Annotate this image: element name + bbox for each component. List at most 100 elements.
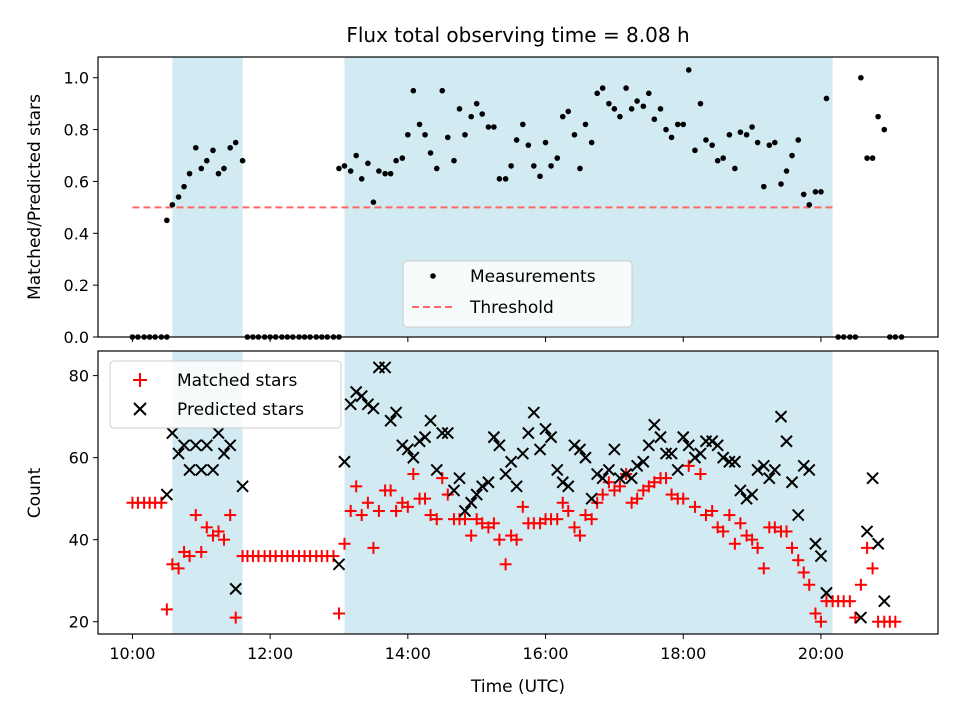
matched-stars-point bbox=[172, 562, 185, 575]
measurement-point bbox=[737, 129, 744, 135]
legend-label-matched: Matched stars bbox=[177, 371, 297, 391]
predicted-stars-point bbox=[573, 443, 587, 456]
y-tick-label: 40 bbox=[69, 531, 89, 550]
predicted-stars-point bbox=[430, 463, 443, 477]
predicted-stars-point bbox=[734, 484, 747, 497]
matched-stars-point bbox=[487, 517, 500, 530]
measurement-point bbox=[427, 150, 434, 156]
predicted-stars-point bbox=[166, 426, 179, 440]
measurement-point bbox=[685, 67, 692, 73]
measurement-point bbox=[203, 157, 210, 164]
measurement-point bbox=[720, 155, 726, 161]
measurement-point bbox=[405, 131, 411, 138]
measurement-point bbox=[628, 106, 635, 112]
top-panel: 0.0 0.2 0.4 0.6 0.8 1.0 Matched/Predicted sta… bbox=[25, 56, 939, 347]
measurement-point bbox=[215, 170, 222, 177]
predicted-stars-point bbox=[539, 422, 552, 436]
predicted-stars-point bbox=[763, 471, 776, 485]
measurement-point bbox=[186, 170, 193, 177]
measurement-point bbox=[651, 116, 658, 123]
matched-stars-point bbox=[218, 533, 230, 546]
matched-stars-point bbox=[843, 595, 856, 608]
measurement-point bbox=[399, 155, 406, 161]
matched-stars-point bbox=[579, 509, 592, 522]
predicted-stars-point bbox=[183, 463, 196, 477]
y-tick-label: 0.0 bbox=[64, 328, 89, 347]
matched-stars-point bbox=[200, 521, 213, 534]
predicted-stars-point bbox=[355, 389, 368, 403]
predicted-stars-point bbox=[602, 463, 616, 477]
measurement-point bbox=[823, 95, 830, 102]
matched-stars-point bbox=[809, 607, 822, 620]
matched-stars-point bbox=[648, 476, 661, 489]
matched-stars-point bbox=[723, 509, 736, 522]
measurement-point bbox=[657, 106, 664, 112]
matched-stars-point bbox=[166, 558, 179, 571]
measurement-point bbox=[479, 111, 485, 117]
predicted-stars-point bbox=[378, 361, 392, 374]
measurement-point bbox=[783, 168, 790, 174]
measurement-point bbox=[634, 98, 640, 104]
measurement-point bbox=[358, 176, 365, 182]
measurement-point bbox=[789, 152, 795, 159]
predicted-stars-point bbox=[648, 418, 661, 432]
matched-stars-point bbox=[476, 517, 489, 530]
matched-stars-point bbox=[585, 513, 598, 526]
y-tick-label: 0.6 bbox=[64, 172, 89, 191]
matched-stars-point bbox=[792, 554, 805, 567]
predicted-stars-point bbox=[418, 430, 432, 444]
predicted-stars-point bbox=[716, 451, 730, 464]
measurement-point bbox=[433, 165, 440, 172]
predicted-stars-point bbox=[579, 451, 592, 464]
measurement-point bbox=[416, 121, 423, 128]
predicted-stars-point bbox=[200, 439, 213, 452]
predicted-stars-point bbox=[860, 525, 874, 538]
matched-stars-point bbox=[786, 541, 799, 554]
x-axis-label: Time (UTC) bbox=[470, 677, 565, 697]
top-y-axis-label: Matched/Predicted stars bbox=[25, 94, 45, 300]
predicted-stars-point bbox=[332, 558, 346, 571]
matched-stars-point bbox=[866, 562, 879, 575]
predicted-stars-point bbox=[751, 463, 764, 477]
matched-stars-point bbox=[327, 550, 340, 563]
predicted-stars-point bbox=[854, 611, 868, 624]
measurement-point bbox=[456, 106, 463, 112]
matched-stars-point bbox=[424, 509, 437, 522]
predicted-stars-point bbox=[723, 455, 736, 468]
top-legend: Measurements Threshold bbox=[402, 260, 633, 328]
predicted-stars-point bbox=[809, 537, 822, 550]
matched-stars-point bbox=[183, 550, 196, 563]
measurement-point bbox=[169, 201, 176, 208]
predicted-stars-point bbox=[671, 463, 684, 477]
measurement-point bbox=[192, 144, 199, 151]
predicted-stars-point bbox=[544, 430, 558, 444]
bottom-legend: Matched stars Predicted stars bbox=[109, 360, 342, 429]
predicted-stars-point bbox=[878, 594, 891, 608]
predicted-stars-point bbox=[458, 504, 472, 518]
legend-label-measurements: Measurements bbox=[470, 267, 596, 287]
predicted-stars-point bbox=[522, 426, 535, 440]
measurement-point bbox=[496, 176, 503, 182]
matched-stars-point bbox=[189, 509, 202, 522]
measurement-point bbox=[210, 147, 216, 154]
measurement-point bbox=[858, 74, 864, 81]
measurement-point bbox=[714, 157, 721, 164]
matched-stars-point bbox=[768, 521, 781, 534]
predicted-stars-point bbox=[637, 455, 650, 468]
measurement-point bbox=[227, 144, 233, 151]
measurement-point bbox=[606, 100, 612, 107]
predicted-stars-point bbox=[475, 480, 489, 493]
measurement-point bbox=[508, 163, 514, 169]
measurement-point bbox=[410, 87, 417, 94]
measurement-point bbox=[485, 124, 492, 130]
matched-stars-point bbox=[568, 521, 581, 534]
measurement-point bbox=[422, 131, 428, 138]
matched-stars-point bbox=[556, 496, 569, 509]
measurement-point bbox=[594, 90, 600, 97]
predicted-stars-point bbox=[596, 471, 609, 485]
measurement-point bbox=[181, 183, 187, 190]
predicted-stars-point bbox=[608, 443, 621, 456]
matched-stars-point bbox=[458, 513, 471, 526]
measurement-point bbox=[766, 142, 773, 148]
measurement-point bbox=[743, 131, 750, 138]
